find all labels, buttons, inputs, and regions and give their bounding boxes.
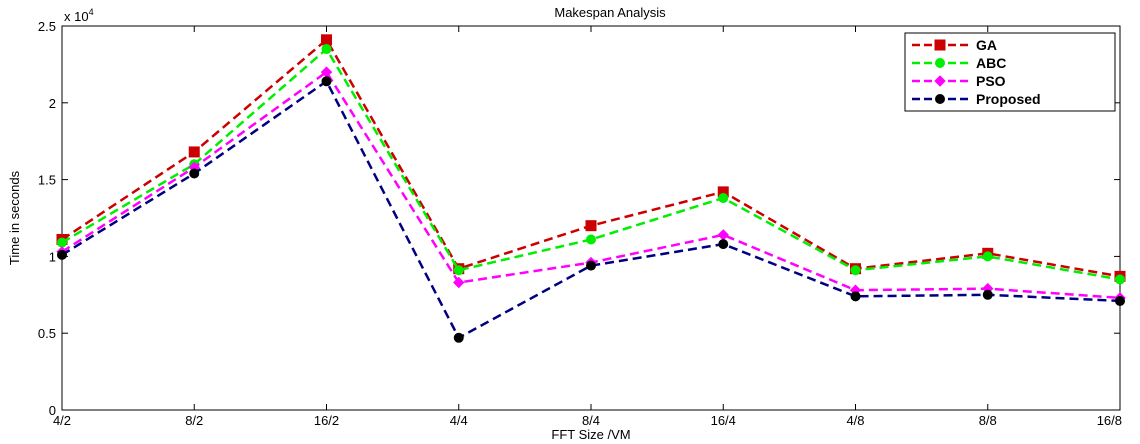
series-line (61, 79, 1121, 340)
data-point (982, 251, 993, 262)
data-point (982, 289, 993, 300)
data-point (850, 291, 861, 302)
y-tick-label: 2 (49, 96, 56, 111)
x-tick-label: 16/4 (711, 413, 736, 428)
data-point (586, 234, 596, 245)
x-tick-label: 16/8 (1097, 413, 1122, 428)
x-axis: 4/2 8/2 16/2 4/4 8/4 16/4 4/8 8/8 16/8 (53, 26, 1122, 428)
data-point (321, 44, 332, 55)
legend-item: Proposed (912, 91, 1041, 107)
data-point (57, 249, 67, 260)
data-point (586, 260, 596, 271)
data-point (850, 265, 861, 276)
x-tick-label: 8/8 (979, 413, 997, 428)
data-point (585, 220, 597, 232)
series-layer (56, 34, 1126, 343)
x-tick-label: 8/2 (185, 413, 203, 428)
legend-item: PSO (912, 73, 1006, 89)
data-point (321, 76, 332, 87)
x-tick-label: 4/4 (450, 413, 468, 428)
x-tick-label: 4/2 (53, 413, 71, 428)
legend-swatch-marker (935, 94, 945, 104)
data-point (57, 237, 67, 248)
y-tick-label: 0 (49, 403, 56, 418)
data-point (1115, 295, 1125, 306)
data-point (189, 168, 200, 179)
y-axis-title: Time in seconds (7, 170, 22, 265)
data-point (453, 276, 465, 289)
chart-title: Makespan Analysis (554, 5, 666, 20)
legend-label: Proposed (976, 91, 1041, 107)
series-abc (57, 44, 1125, 285)
x-axis-title: FFT Size /VM (551, 427, 630, 442)
legend: GA ABC PSO Proposed (904, 32, 1116, 112)
legend-label: ABC (976, 55, 1006, 71)
x-tick-label: 4/8 (846, 413, 864, 428)
y-multiplier-label: x 104 (64, 7, 94, 24)
data-point (453, 332, 464, 343)
legend-item: GA (912, 37, 997, 53)
legend-label: PSO (976, 73, 1006, 89)
legend-item: ABC (912, 55, 1006, 71)
y-tick-label: 1 (49, 249, 56, 264)
data-point (718, 193, 729, 204)
y-multiplier-base: x 10 (64, 9, 89, 24)
data-point (453, 265, 464, 276)
data-point (718, 239, 729, 250)
y-tick-label: 1.5 (38, 173, 56, 188)
y-multiplier-exponent: 4 (89, 7, 94, 17)
legend-label: GA (976, 37, 997, 53)
data-point (321, 34, 332, 46)
legend-swatch-marker (935, 58, 945, 68)
data-point (188, 146, 200, 158)
data-point (1115, 274, 1125, 285)
legend-swatch-marker (934, 75, 946, 87)
x-tick-label: 16/2 (314, 413, 339, 428)
y-tick-label: 0.5 (38, 326, 56, 341)
series-proposed (57, 76, 1125, 343)
legend-swatch-marker (934, 39, 946, 51)
y-tick-label: 2.5 (38, 19, 56, 34)
x-tick-label: 8/4 (582, 413, 600, 428)
